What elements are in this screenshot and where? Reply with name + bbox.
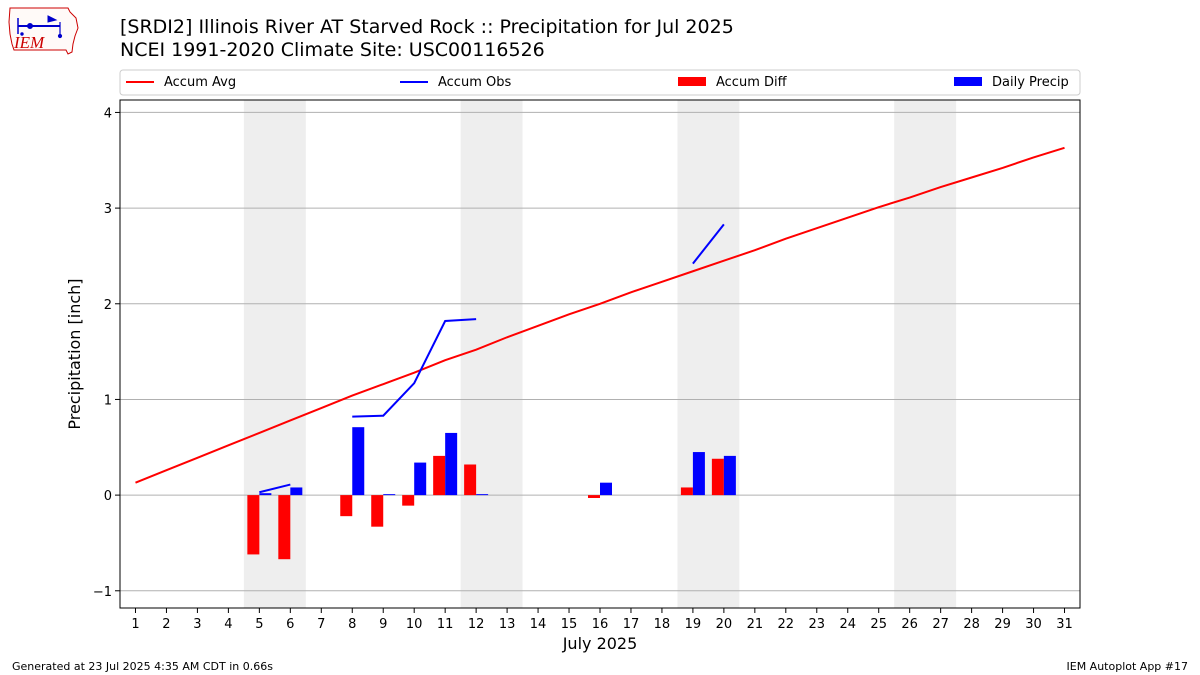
x-tick-label: 8 bbox=[348, 617, 356, 632]
y-tick-label: 3 bbox=[104, 202, 112, 217]
x-tick-label: 18 bbox=[654, 617, 671, 632]
weekend-shading bbox=[243, 100, 957, 608]
logo-text: IEM bbox=[13, 33, 45, 52]
accum-diff-bar bbox=[278, 495, 291, 560]
x-axis-ticks: 1 2 3 4 5 6 7 8 9 10 11 12 13 14 15 16 17 18 19 20 21 22 23 24 2… bbox=[131, 608, 1073, 632]
y-tick-label: 0 bbox=[104, 489, 112, 504]
daily-precip-bar bbox=[352, 427, 365, 496]
legend: Accum Avg Accum Obs Accum Diff Daily Precip bbox=[119, 69, 1081, 96]
chart-title: [SRDI2] Illinois River AT Starved Rock :… bbox=[120, 16, 734, 38]
x-tick-label: 9 bbox=[379, 617, 387, 632]
x-tick-label: 29 bbox=[994, 617, 1011, 632]
x-tick-label: 1 bbox=[131, 617, 139, 632]
x-tick-label: 26 bbox=[901, 617, 918, 632]
x-tick-label: 19 bbox=[685, 617, 702, 632]
daily-precip-bar bbox=[259, 493, 272, 496]
accum-diff-bar bbox=[433, 455, 446, 496]
x-tick-label: 7 bbox=[317, 617, 325, 632]
weekend-band bbox=[460, 100, 523, 608]
legend-frame bbox=[119, 69, 1081, 96]
accum-diff-bar bbox=[464, 464, 477, 496]
accum-diff-bar bbox=[680, 487, 693, 496]
y-tick-label: 2 bbox=[104, 298, 112, 313]
accum-diff-bar bbox=[588, 495, 600, 498]
y-tick-label: 4 bbox=[104, 106, 112, 121]
x-tick-label: 23 bbox=[809, 617, 826, 632]
bar-series bbox=[247, 427, 736, 560]
x-tick-label: 5 bbox=[255, 617, 263, 632]
y-axis-label: Precipitation [inch] bbox=[65, 278, 84, 429]
accum-diff-bar bbox=[711, 458, 724, 496]
y-tick-label: −1 bbox=[93, 585, 112, 600]
x-tick-label: 12 bbox=[468, 617, 485, 632]
x-tick-label: 21 bbox=[747, 617, 764, 632]
x-tick-label: 6 bbox=[286, 617, 294, 632]
legend-patch-swatch bbox=[678, 77, 706, 86]
accum-obs-line bbox=[259, 483, 291, 494]
iowa-outline-icon bbox=[8, 7, 79, 55]
daily-precip-bar bbox=[600, 482, 612, 496]
x-tick-label: 17 bbox=[623, 617, 640, 632]
line-series bbox=[135, 146, 1065, 494]
x-tick-label: 31 bbox=[1056, 617, 1073, 632]
daily-precip-bar bbox=[476, 494, 489, 496]
y-tick-label: 1 bbox=[104, 393, 112, 408]
x-tick-label: 11 bbox=[437, 617, 454, 632]
x-tick-label: 24 bbox=[839, 617, 856, 632]
iem-logo: IEM bbox=[8, 7, 79, 55]
x-tick-label: 16 bbox=[592, 617, 609, 632]
generated-timestamp: Generated at 23 Jul 2025 4:35 AM CDT in … bbox=[12, 660, 273, 673]
x-tick-label: 20 bbox=[716, 617, 733, 632]
daily-precip-bar bbox=[723, 455, 736, 496]
accum-avg-line bbox=[135, 146, 1065, 484]
accum-obs-line bbox=[692, 223, 725, 265]
x-tick-label: 27 bbox=[932, 617, 949, 632]
weekend-band bbox=[894, 100, 957, 608]
app-credit: IEM Autoplot App #17 bbox=[1066, 660, 1189, 673]
x-tick-label: 13 bbox=[499, 617, 516, 632]
x-tick-label: 25 bbox=[870, 617, 887, 632]
daily-precip-bar bbox=[383, 494, 396, 496]
daily-precip-bar bbox=[692, 452, 705, 496]
accum-diff-bar bbox=[247, 495, 260, 555]
accum-diff-bar bbox=[340, 495, 353, 517]
x-axis-label: July 2025 bbox=[562, 634, 638, 653]
x-tick-label: 28 bbox=[963, 617, 980, 632]
daily-precip-bar bbox=[290, 487, 303, 496]
y-axis-ticks: −1 0 1 2 3 4 bbox=[93, 106, 120, 600]
x-tick-label: 3 bbox=[193, 617, 201, 632]
x-tick-label: 10 bbox=[406, 617, 423, 632]
accum-diff-bar bbox=[402, 495, 415, 506]
x-tick-label: 15 bbox=[561, 617, 578, 632]
chart-subtitle: NCEI 1991-2020 Climate Site: USC00116526 bbox=[120, 39, 545, 61]
weather-station-icon bbox=[17, 15, 63, 39]
daily-precip-bar bbox=[445, 432, 458, 496]
legend-entry-label: Daily Precip bbox=[992, 75, 1069, 90]
x-tick-label: 2 bbox=[162, 617, 170, 632]
legend-entry-label: Accum Diff bbox=[716, 75, 788, 90]
x-tick-label: 30 bbox=[1025, 617, 1042, 632]
x-tick-label: 22 bbox=[778, 617, 795, 632]
legend-entry-label: Accum Obs bbox=[438, 75, 511, 90]
legend-entry-label: Accum Avg bbox=[164, 75, 236, 90]
weekend-band bbox=[677, 100, 740, 608]
accum-obs-line bbox=[352, 318, 477, 418]
legend-patch-swatch bbox=[954, 77, 982, 86]
daily-precip-bar bbox=[414, 462, 427, 496]
x-tick-label: 4 bbox=[224, 617, 232, 632]
accum-diff-bar bbox=[371, 495, 384, 527]
x-tick-label: 14 bbox=[530, 617, 547, 632]
